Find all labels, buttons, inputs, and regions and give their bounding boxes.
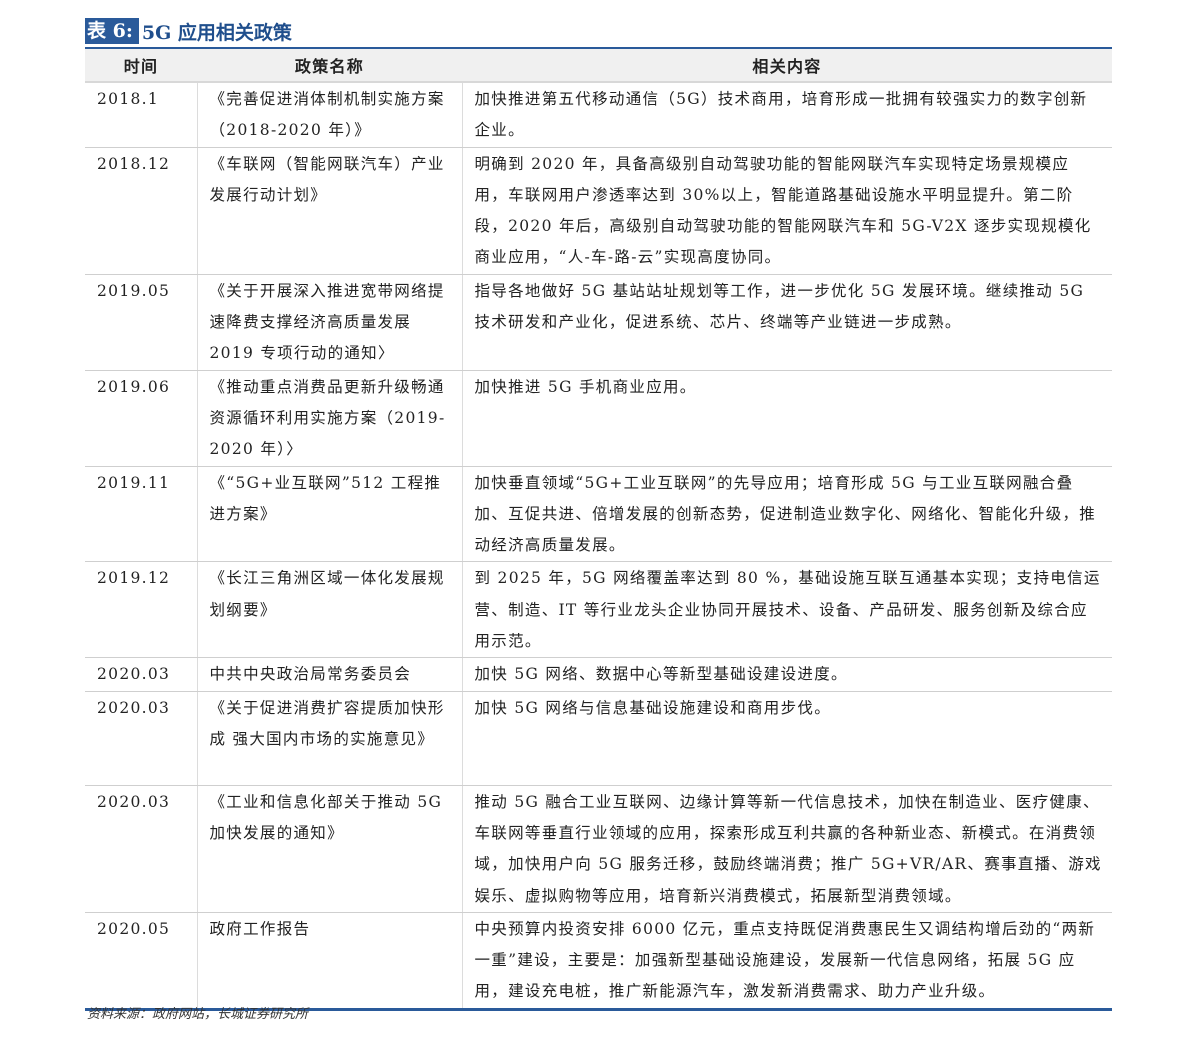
cell-time: 2020.03 xyxy=(85,657,197,692)
cell-content: 推动 5G 融合工业互联网、边缘计算等新一代信息技术，加快在制造业、医疗健康、车… xyxy=(461,785,1112,913)
cell-content: 加快推进第五代移动通信（5G）技术商用，培育形成一批拥有较强实力的数字创新企业。 xyxy=(461,82,1112,148)
cell-time: 2018.12 xyxy=(85,147,197,275)
header-time: 时间 xyxy=(85,48,197,83)
table-row: 2020.03 中共中央政治局常务委员会 加快 5G 网络、数据中心等新型基础设建设… xyxy=(85,657,1112,692)
cell-content: 明确到 2020 年，具备高级别自动驾驶功能的智能网联汽车实现特定场景规模应用，… xyxy=(461,147,1112,275)
cell-policy-name: 《推动重点消费品更新升级畅通资源循环利用实施方案（2019-2020 年）〉 xyxy=(196,370,462,467)
cell-policy-name: 《完善促进消体制机制实施方案 （2018-2020 年）》 xyxy=(196,82,462,148)
cell-policy-name: 《长江三角洲区域一体化发展规划纲要》 xyxy=(196,561,462,659)
cell-content: 加快 5G 网络与信息基础设施建设和商用步伐。 xyxy=(461,691,1112,786)
table-row: 2020.05 政府工作报告 中央预算内投资安排 6000 亿元，重点支持既促消费惠… xyxy=(85,912,1112,1011)
cell-content: 加快 5G 网络、数据中心等新型基础设建设进度。 xyxy=(461,657,1112,692)
table-row: 2019.11 《“5G+业互联网”512 工程推进方案》 加快垂直领域“5G+工业… xyxy=(85,466,1112,563)
table-title-text: 5G 应用相关政策 xyxy=(141,21,292,44)
table-row: 2019.05 《关于开展深入推进宽带网络提速降费支撑经济高质量发展 2019 专… xyxy=(85,274,1112,371)
cell-policy-name: 政府工作报告 xyxy=(196,912,462,1011)
cell-content: 指导各地做好 5G 基站站址规划等工作，进一步优化 5G 发展环境。继续推动 5… xyxy=(461,274,1112,371)
table-row: 2018.1 《完善促进消体制机制实施方案 （2018-2020 年）》 加快推进第… xyxy=(85,82,1112,148)
cell-policy-name: 《关于开展深入推进宽带网络提速降费支撑经济高质量发展 2019 专项行动的通知〉 xyxy=(196,274,462,371)
cell-time: 2020.03 xyxy=(85,785,197,913)
cell-policy-name: 《“5G+业互联网”512 工程推进方案》 xyxy=(196,466,462,563)
policy-table: 时间 政策名称 相关内容 2018.1 《完善促进消体制机制实施方案 （2018-… xyxy=(85,47,1112,1011)
table-title: 表 6: 5G 应用相关政策 xyxy=(85,18,292,44)
cell-policy-name: 中共中央政治局常务委员会 xyxy=(196,657,462,692)
cell-time: 2019.12 xyxy=(85,561,197,659)
header-row: 时间 政策名称 相关内容 xyxy=(85,48,1112,83)
table-row: 2019.06 《推动重点消费品更新升级畅通资源循环利用实施方案（2019-202… xyxy=(85,370,1112,467)
table-row: 2018.12 《车联网（智能网联汽车）产业发展行动计划》 明确到 2020 年，具… xyxy=(85,147,1112,275)
source-note: 资料来源：政府网站，长城证券研究所 xyxy=(87,1007,309,1022)
cell-policy-name: 《工业和信息化部关于推动 5G 加快发展的通知》 xyxy=(196,785,462,913)
cell-time: 2018.1 xyxy=(85,82,197,148)
cell-content: 到 2025 年，5G 网络覆盖率达到 80 %，基础设施互联互通基本实现；支持… xyxy=(461,561,1112,659)
cell-time: 2019.05 xyxy=(85,274,197,371)
table-number: 表 6: xyxy=(85,18,139,44)
cell-content: 中央预算内投资安排 6000 亿元，重点支持既促消费惠民生又调结构增后劲的“两新… xyxy=(461,912,1112,1011)
header-content: 相关内容 xyxy=(462,48,1112,83)
cell-time: 2019.11 xyxy=(85,466,197,563)
cell-policy-name: 《车联网（智能网联汽车）产业发展行动计划》 xyxy=(196,147,462,275)
cell-content: 加快垂直领域“5G+工业互联网”的先导应用；培育形成 5G 与工业互联网融合叠加… xyxy=(461,466,1112,563)
table-row: 2019.12 《长江三角洲区域一体化发展规划纲要》到 2025 年，5G 网络覆… xyxy=(85,561,1112,659)
table-row: 2020.03 《工业和信息化部关于推动 5G 加快发展的通知》 推动 5G 融合工… xyxy=(85,785,1112,913)
cell-time: 2020.03 xyxy=(85,691,197,786)
cell-policy-name: 《关于促进消费扩容提质加快形成 强大国内市场的实施意见》 xyxy=(196,691,462,786)
header-policy-name: 政策名称 xyxy=(197,48,462,83)
table-row: 2020.03 《关于促进消费扩容提质加快形成 强大国内市场的实施意见》 加快 5G… xyxy=(85,691,1112,786)
cell-time: 2019.06 xyxy=(85,370,197,467)
cell-time: 2020.05 xyxy=(85,912,197,1011)
cell-content: 加快推进 5G 手机商业应用。 xyxy=(461,370,1112,467)
